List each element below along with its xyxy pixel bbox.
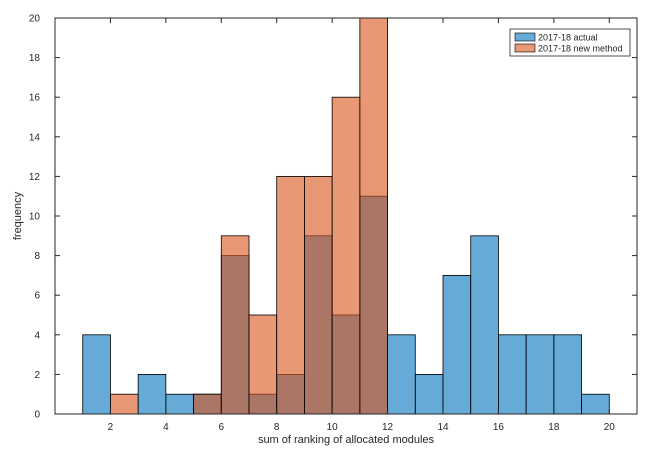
y-tick-label: 8 (34, 251, 40, 262)
legend-label-actual: 2017-18 actual (538, 33, 598, 43)
y-tick-label: 4 (34, 330, 40, 341)
x-tick-label: 12 (382, 422, 394, 433)
x-tick-label: 2 (108, 422, 114, 433)
bar-new-method-11 (359, 17, 388, 415)
x-tick-label: 16 (493, 422, 505, 433)
y-tick-label: 18 (29, 53, 41, 64)
x-tick-label: 10 (327, 422, 339, 433)
y-tick-label: 10 (29, 212, 41, 223)
bar-new-method-9 (304, 175, 333, 415)
y-tick-label: 14 (29, 132, 41, 143)
bar-new-method-10 (331, 96, 361, 415)
bar-actual-13 (414, 373, 444, 415)
bar-new-method-7 (248, 314, 278, 415)
y-tick-label: 16 (29, 93, 41, 104)
bar-actual-16 (498, 334, 527, 415)
bar-actual-17 (525, 334, 555, 415)
x-tick-label: 14 (437, 422, 449, 433)
x-tick-label: 8 (274, 422, 280, 433)
bar-new-method-8 (276, 175, 305, 415)
x-tick-label: 6 (219, 422, 225, 433)
bar-actual-15 (470, 235, 499, 415)
bar-actual-14 (442, 274, 472, 415)
y-tick-label: 6 (34, 291, 40, 302)
legend-swatch-actual (514, 32, 536, 42)
y-tick-label: 0 (34, 410, 40, 421)
bar-actual-1 (82, 334, 111, 415)
bar-actual-4 (165, 393, 194, 415)
bar-new-method-2 (110, 393, 139, 415)
x-tick-label: 4 (163, 422, 169, 433)
legend-swatch-new-method (514, 43, 536, 53)
bar-actual-3 (137, 373, 167, 415)
x-tick-label: 18 (548, 422, 560, 433)
x-axis-label: sum of ranking of allocated modules (258, 434, 435, 446)
y-axis-label: frequency (12, 191, 24, 240)
x-tick-label: 20 (604, 422, 616, 433)
y-tick-label: 20 (29, 14, 41, 25)
y-tick-label: 12 (29, 172, 41, 183)
bar-new-method-6 (220, 235, 250, 415)
bar-actual-18 (553, 334, 582, 415)
legend: 2017-18 actual 2017-18 new method (509, 28, 631, 57)
bar-actual-19 (581, 393, 610, 415)
legend-label-new-method: 2017-18 new method (538, 44, 623, 54)
y-tick-label: 2 (34, 370, 40, 381)
bar-actual-12 (387, 334, 416, 415)
bar-new-method-5 (193, 393, 222, 415)
